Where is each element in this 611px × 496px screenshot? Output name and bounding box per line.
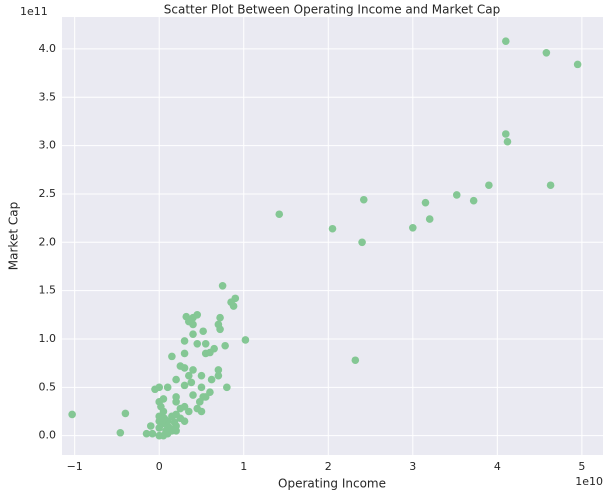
x-offset-label: 1e10 — [575, 475, 603, 488]
point — [176, 404, 185, 413]
point — [180, 349, 189, 358]
plot-area — [62, 17, 603, 455]
point — [157, 402, 165, 411]
point — [358, 238, 366, 247]
x-tick-label: 4 — [494, 460, 501, 473]
point — [425, 215, 434, 223]
point — [116, 428, 125, 437]
point — [193, 340, 202, 348]
point — [275, 210, 284, 219]
y-tick-label: 3.5 — [39, 90, 57, 103]
point — [216, 313, 224, 322]
y-axis-label: Market Cap — [7, 202, 21, 270]
point — [195, 398, 204, 406]
chart-title: Scatter Plot Between Operating Income an… — [164, 3, 500, 17]
x-tick-label: 3 — [409, 460, 416, 473]
point — [229, 302, 238, 310]
y-offset-label: 1e11 — [20, 5, 48, 18]
point — [146, 422, 155, 430]
point — [148, 429, 157, 438]
point — [452, 191, 461, 199]
point — [189, 330, 197, 338]
point — [180, 381, 189, 390]
points — [68, 37, 582, 440]
point — [241, 336, 250, 344]
point — [221, 341, 229, 350]
point — [172, 427, 180, 435]
point — [187, 378, 196, 387]
point — [197, 371, 206, 380]
point — [165, 424, 174, 432]
point — [163, 383, 172, 392]
point — [151, 385, 159, 394]
point — [199, 327, 207, 336]
grid — [62, 17, 603, 455]
point — [176, 414, 185, 423]
x-tick-label: 2 — [325, 460, 332, 473]
point — [351, 356, 360, 365]
point — [214, 366, 223, 374]
y-tick-label: 2.5 — [39, 187, 57, 200]
point — [189, 391, 197, 399]
point — [180, 337, 189, 345]
point — [168, 352, 176, 361]
point — [201, 393, 210, 401]
y-tick-label: 0.0 — [39, 429, 57, 442]
point — [469, 196, 478, 205]
point — [170, 418, 179, 426]
point — [142, 429, 151, 438]
point — [328, 224, 337, 233]
point — [172, 398, 180, 406]
x-tick-label: −1 — [67, 460, 83, 473]
point — [421, 198, 430, 207]
y-tick-label: 1.5 — [39, 284, 57, 297]
point — [184, 371, 193, 380]
point — [189, 320, 197, 329]
x-tick-label: 0 — [156, 460, 163, 473]
point — [197, 383, 206, 392]
point — [68, 410, 76, 419]
point — [503, 137, 512, 146]
point — [172, 375, 180, 384]
y-tick-label: 3.0 — [39, 139, 57, 152]
point — [485, 181, 493, 190]
y-tick-label: 2.0 — [39, 235, 57, 248]
point — [542, 48, 551, 57]
y-tick-label: 4.0 — [39, 42, 57, 55]
point — [216, 325, 224, 334]
point — [160, 414, 169, 423]
point — [218, 281, 227, 290]
point — [501, 130, 510, 138]
y-tick-label: 0.5 — [39, 380, 57, 393]
x-tick-label: 5 — [578, 460, 585, 473]
point — [197, 407, 206, 416]
point — [573, 60, 582, 69]
point — [223, 383, 231, 392]
point — [359, 195, 368, 204]
point — [546, 181, 555, 190]
point — [501, 37, 510, 45]
point — [206, 348, 214, 357]
point — [121, 409, 130, 418]
point — [189, 366, 197, 374]
x-tick-label: 1 — [240, 460, 247, 473]
point — [201, 340, 210, 348]
point — [214, 371, 223, 380]
y-tick-label: 1.0 — [39, 332, 57, 345]
point — [184, 407, 193, 416]
point — [409, 223, 417, 232]
point — [207, 375, 216, 384]
x-axis-label: Operating Income — [278, 477, 386, 491]
point — [180, 364, 189, 372]
